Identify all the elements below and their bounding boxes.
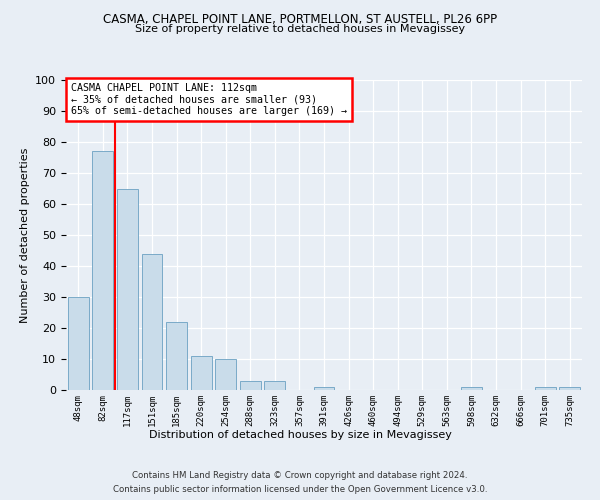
Text: CASMA, CHAPEL POINT LANE, PORTMELLON, ST AUSTELL, PL26 6PP: CASMA, CHAPEL POINT LANE, PORTMELLON, ST…: [103, 12, 497, 26]
Bar: [215, 359, 236, 390]
Text: CASMA CHAPEL POINT LANE: 112sqm
← 35% of detached houses are smaller (93)
65% of: CASMA CHAPEL POINT LANE: 112sqm ← 35% of…: [71, 83, 347, 116]
Bar: [314, 387, 334, 390]
Bar: [240, 380, 261, 390]
Y-axis label: Number of detached properties: Number of detached properties: [20, 148, 30, 322]
Text: Contains HM Land Registry data © Crown copyright and database right 2024.: Contains HM Land Registry data © Crown c…: [132, 472, 468, 480]
Bar: [535, 387, 556, 390]
Bar: [265, 380, 286, 390]
Bar: [92, 152, 113, 390]
Bar: [461, 387, 482, 390]
Bar: [166, 322, 187, 390]
Text: Contains public sector information licensed under the Open Government Licence v3: Contains public sector information licen…: [113, 484, 487, 494]
Bar: [142, 254, 163, 390]
Text: Size of property relative to detached houses in Mevagissey: Size of property relative to detached ho…: [135, 24, 465, 34]
Bar: [191, 356, 212, 390]
Bar: [559, 387, 580, 390]
Bar: [117, 188, 138, 390]
Text: Distribution of detached houses by size in Mevagissey: Distribution of detached houses by size …: [149, 430, 451, 440]
Bar: [68, 297, 89, 390]
